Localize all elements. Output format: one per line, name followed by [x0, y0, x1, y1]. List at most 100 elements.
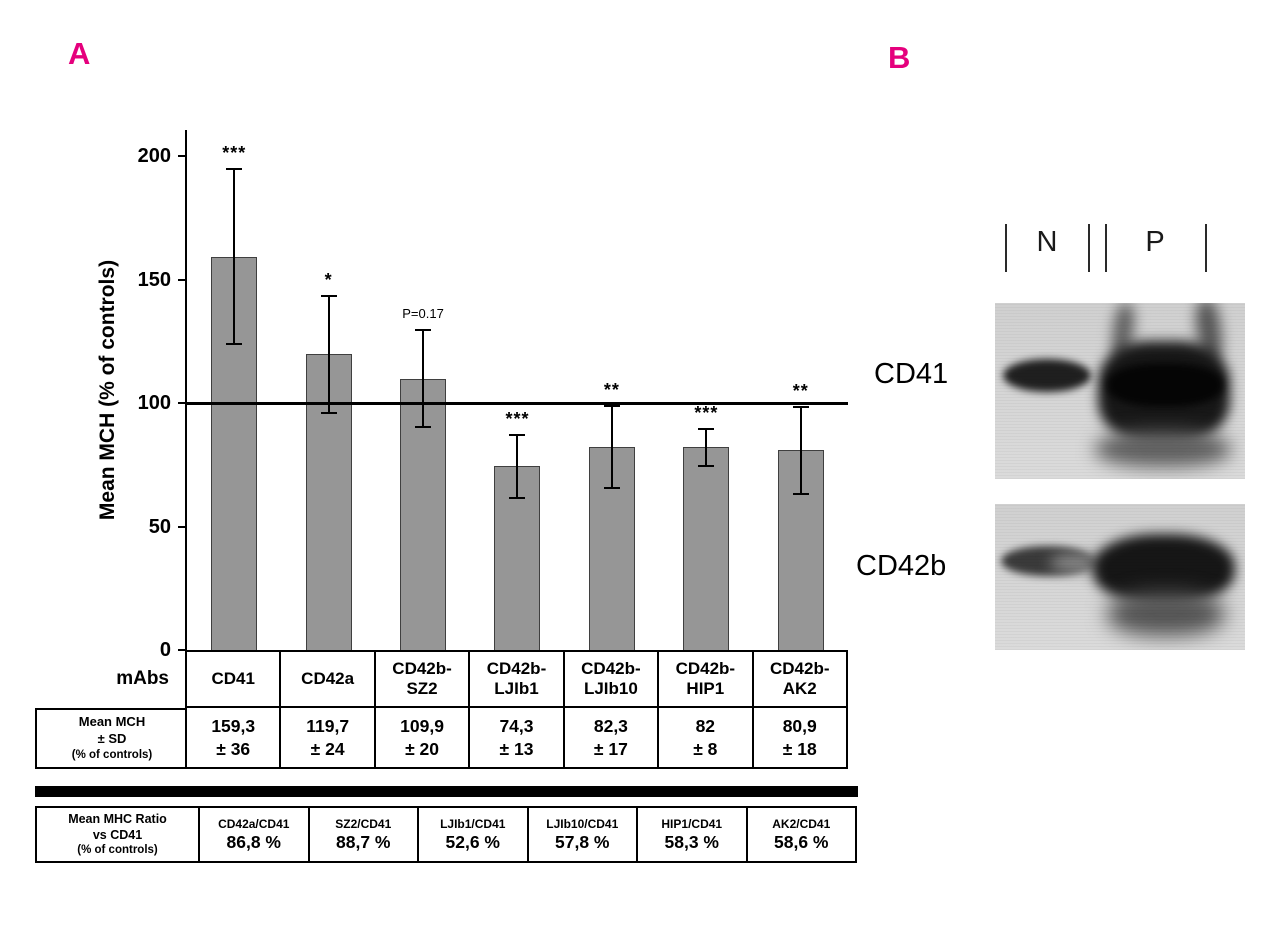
mean-value-cell: 82 ± 8: [659, 708, 754, 767]
y-tick-mark: [178, 649, 187, 651]
lane-tick-mark: [1205, 224, 1207, 272]
significance-label: ***: [222, 142, 247, 163]
mab-header-line: LJIb1: [494, 679, 539, 698]
blot-label-cd41: CD41: [874, 358, 949, 390]
error-bar-cap-top: [415, 329, 432, 332]
mean-row-header-line: (% of controls): [71, 748, 153, 761]
bar-group-CD42b-SZ2: P=0.17: [376, 130, 470, 650]
y-axis: 0 50 100 150 200: [108, 130, 187, 661]
blot-band-p: [1098, 341, 1230, 443]
mean-row-header-line: ± SD: [97, 731, 127, 747]
lane-tick-mark: [1088, 224, 1090, 272]
mab-header-cell: CD42b- LJIb1: [470, 652, 565, 706]
significance-label: **: [792, 380, 809, 401]
error-bar: [233, 167, 236, 346]
western-blot-cd42b: [995, 504, 1245, 650]
mab-header-line: SZ2: [406, 679, 438, 698]
ratio-cell: AK2/CD41 58,6 %: [748, 808, 856, 861]
mean-value: 159,3: [211, 715, 256, 736]
mab-header-line: HIP1: [686, 679, 725, 698]
error-bar-cap-top: [698, 427, 715, 430]
error-bar-cap-bottom: [320, 411, 337, 414]
mean-value-cell: 119,7 ± 24: [281, 708, 376, 767]
ratio-row-header-line: vs CD41: [92, 828, 143, 843]
blot-smear: [1050, 554, 1105, 572]
mab-header-line: CD42b-: [769, 659, 830, 679]
error-bar-cap-top: [226, 167, 243, 170]
y-tick-mark: [178, 155, 187, 157]
mean-sd: ± 13: [499, 738, 534, 759]
ratio-value: 58,6 %: [774, 831, 829, 852]
error-bar-cap-top: [603, 404, 620, 407]
ratio-cell: LJIb10/CD41 57,8 %: [529, 808, 638, 861]
bar-group-CD41: ***: [187, 130, 281, 650]
blot-smear: [1107, 592, 1225, 636]
y-tick-mark: [178, 525, 187, 528]
ratio-row-header: Mean MHC Ratio vs CD41 (% of controls): [37, 808, 200, 861]
ratio-value: 86,8 %: [226, 831, 281, 852]
bar-group-CD42a: *: [281, 130, 375, 650]
error-bar-cap-bottom: [415, 425, 432, 428]
blot-band-n: [1001, 546, 1093, 576]
mean-sd: ± 24: [310, 738, 345, 759]
ratio-label: SZ2/CD41: [335, 816, 392, 831]
lane-tick-mark: [1105, 224, 1107, 272]
y-tick-mark: [178, 278, 187, 281]
lane-label-n: N: [1036, 226, 1058, 258]
error-bar: [422, 329, 425, 428]
mab-header-line: CD42b-: [392, 659, 452, 679]
ratio-value: 52,6 %: [445, 831, 500, 852]
blot-band-p: [1093, 534, 1235, 604]
error-bar-cap-bottom: [792, 492, 809, 495]
western-blot-cd41: [995, 303, 1245, 479]
mean-sd: ± 17: [593, 738, 628, 759]
mean-sd: ± 18: [782, 738, 817, 759]
bar-group-CD42b-LJIb10: **: [565, 130, 659, 650]
error-bar: [327, 295, 330, 414]
ratio-row-header-line: (% of controls): [77, 844, 158, 857]
ratio-value: 58,3 %: [664, 831, 719, 852]
blot-band-p-core: [1107, 363, 1223, 407]
y-tick-label: 0: [159, 639, 171, 661]
error-bar: [610, 404, 613, 489]
mab-header-cell: CD42b- SZ2: [376, 652, 471, 706]
ratio-row-header-line: Mean MHC Ratio: [68, 811, 167, 826]
ratio-label: HIP1/CD41: [661, 816, 723, 831]
y-axis-line: [185, 130, 187, 652]
error-bar: [516, 434, 519, 499]
x-axis-title: mAbs: [116, 668, 169, 689]
ratio-cell: CD42a/CD41 86,8 %: [200, 808, 310, 861]
mab-header-line: CD41: [211, 669, 255, 689]
lane-label-p: P: [1145, 226, 1165, 258]
significance-label: **: [603, 379, 620, 400]
ratio-value: 57,8 %: [555, 831, 610, 852]
mean-value-cell: 74,3 ± 13: [470, 708, 565, 767]
mab-header-cell: CD42b- AK2: [754, 652, 846, 706]
mean-values-row: 159,3 ± 36 119,7 ± 24 109,9 ± 20 74,3 ± 13 82,3 ±…: [185, 708, 848, 769]
mean-value: 82,3: [593, 715, 628, 736]
mabs-header-row: CD41 CD42a CD42b- SZ2 CD42b- LJIb1 CD42b- LJIb1…: [185, 650, 848, 708]
ratio-value: 88,7 %: [336, 831, 391, 852]
mab-header-line: AK2: [782, 679, 817, 698]
significance-label: P=0.17: [402, 306, 444, 322]
blot-label-cd42b: CD42b: [856, 550, 947, 582]
y-tick-label: 50: [148, 515, 171, 538]
mean-sd: ± 20: [405, 738, 440, 759]
ratio-cell: HIP1/CD41 58,3 %: [638, 808, 748, 861]
mean-row-header: Mean MCH ± SD (% of controls): [35, 708, 187, 769]
y-tick-label: 200: [137, 145, 171, 167]
error-bar-cap-top: [792, 405, 809, 408]
mean-value: 80,9: [782, 715, 817, 736]
bar-group-CD42b-LJIb1: ***: [470, 130, 564, 650]
bar-group-CD42b-HIP1: ***: [659, 130, 753, 650]
lane-tick-mark: [1005, 224, 1007, 272]
thick-separator-bar: [35, 786, 858, 797]
blot-smear: [1193, 303, 1225, 365]
bar: [211, 256, 258, 650]
y-tick-mark: [178, 402, 187, 404]
error-bar: [705, 427, 708, 468]
error-bar-cap-bottom: [509, 496, 526, 499]
mab-header-line: CD42b-: [675, 659, 736, 679]
ratio-cell: LJIb1/CD41 52,6 %: [419, 808, 529, 861]
